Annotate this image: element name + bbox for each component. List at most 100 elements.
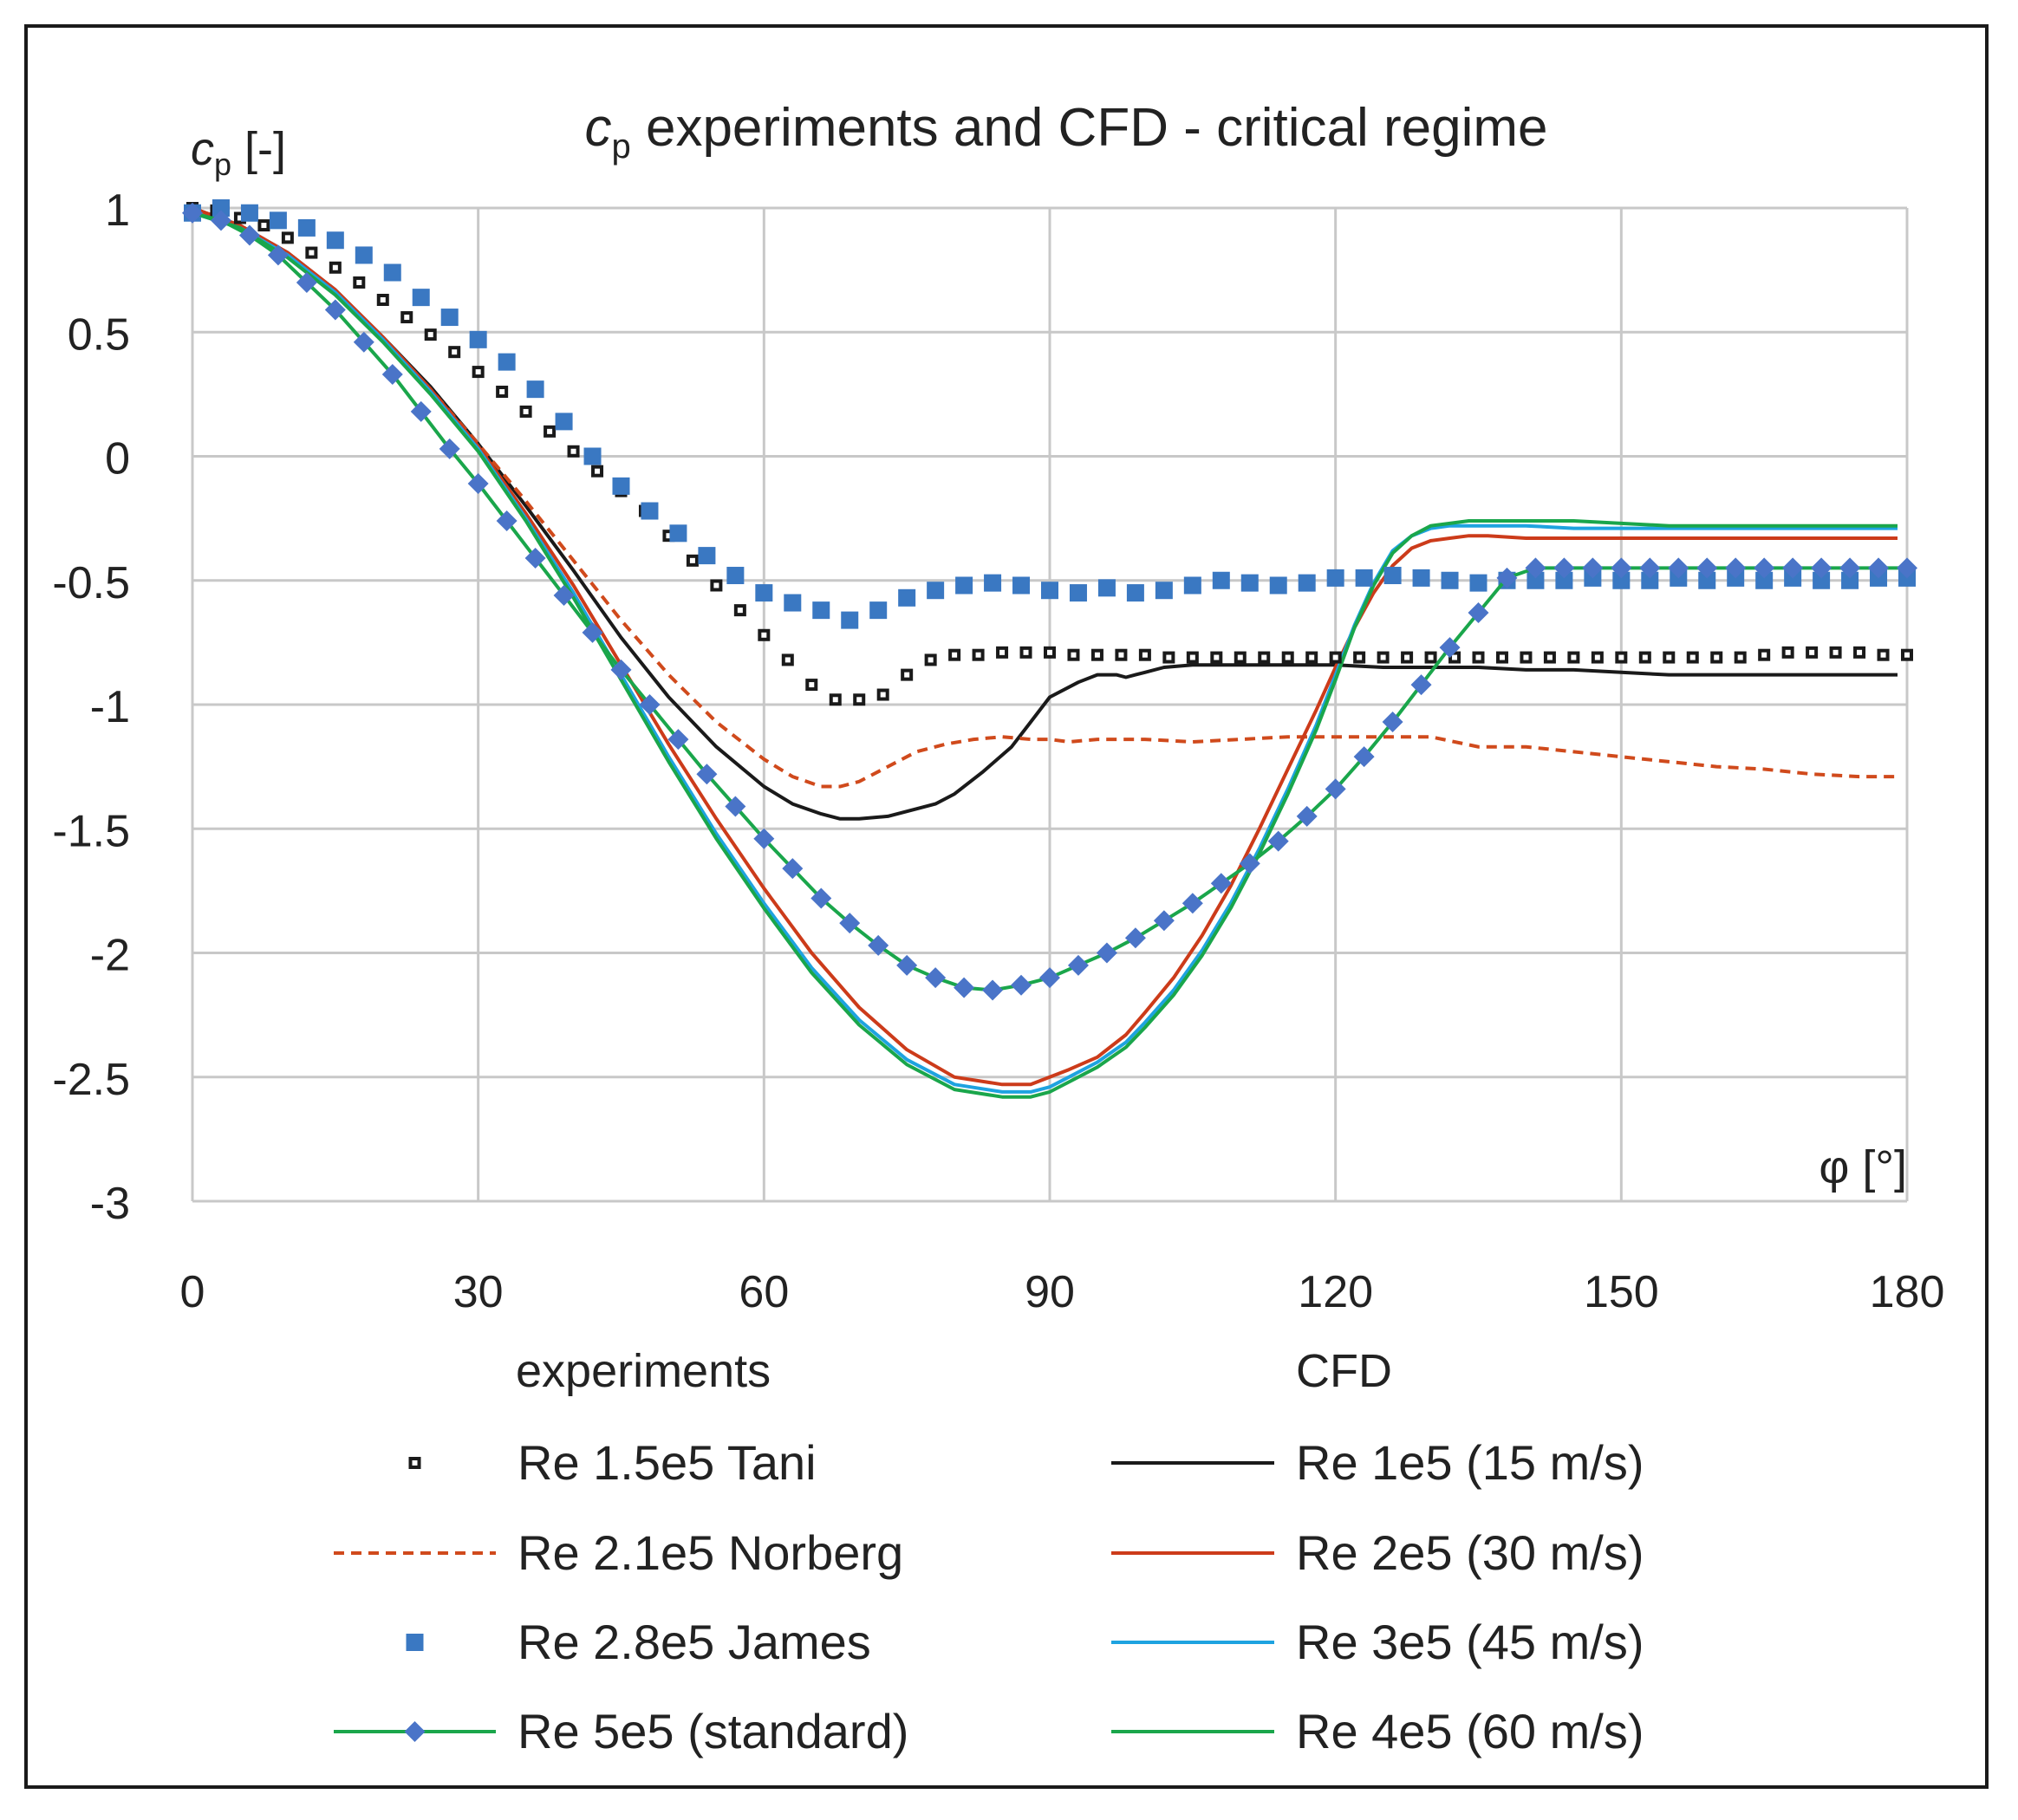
data-point: [1183, 576, 1201, 595]
y-tick-label: -1: [90, 682, 130, 732]
data-point: [1472, 651, 1485, 664]
legend-label: Re 1e5 (15 m/s): [1296, 1435, 1644, 1490]
figure-frame: [24, 24, 1989, 1789]
data-point: [758, 628, 771, 641]
data-point: [439, 438, 460, 459]
data-point: [839, 913, 861, 934]
series-line: [192, 206, 1898, 821]
data-point: [924, 653, 937, 666]
legend-label: Re 4e5 (60 m/s): [1296, 1704, 1644, 1758]
data-point: [876, 688, 889, 701]
data-point: [498, 353, 516, 371]
title-subscript: p: [611, 127, 630, 166]
data-point: [982, 979, 1004, 1001]
legend-item-re-4e5-60-m-s: Re 4e5 (60 m/s): [1111, 1704, 1644, 1758]
data-point: [1641, 571, 1659, 589]
series-line: [192, 206, 1898, 789]
data-point: [267, 244, 289, 266]
data-point: [1162, 651, 1175, 664]
data-point: [1240, 574, 1259, 592]
data-point: [955, 576, 973, 595]
data-point: [1668, 557, 1689, 579]
data-point: [755, 584, 773, 602]
data-point: [329, 261, 342, 274]
data-point: [412, 289, 430, 307]
data-point: [1155, 582, 1173, 600]
data-point: [1019, 646, 1032, 659]
data-point: [954, 977, 975, 998]
x-tick-label: 120: [1298, 1267, 1373, 1317]
data-point: [1039, 967, 1060, 989]
data-point: [726, 567, 745, 585]
data-point: [1754, 557, 1775, 579]
legend-item-re-5e5-standard: Re 5e5 (standard): [334, 1704, 908, 1758]
x-axis-label: φ [°]: [1819, 1141, 1907, 1193]
legend-item-re-2-1e5-norberg: Re 2.1e5 Norberg: [334, 1525, 903, 1580]
data-point: [1153, 910, 1175, 932]
data-point: [1829, 646, 1842, 659]
legend-label: Re 2e5 (30 m/s): [1296, 1525, 1644, 1580]
data-point: [472, 366, 485, 379]
y-tick-label: -3: [90, 1179, 130, 1229]
data-point: [1424, 651, 1437, 664]
data-point: [1355, 569, 1373, 587]
legend-group-title: experiments: [516, 1345, 771, 1397]
axes: 1 0.5 0 -0.5 -1 -1.5 -2 -2.5 -3 0 30 60 90 120 150 180: [52, 185, 1944, 1317]
data-point: [696, 764, 718, 785]
series-line: [192, 206, 1898, 1087]
legend-item-re-3e5-45-m-s: Re 3e5 (45 m/s): [1111, 1615, 1644, 1669]
data-point: [555, 413, 573, 431]
data-point: [782, 858, 804, 880]
y-tick-label: 0: [105, 434, 130, 484]
data-point: [297, 218, 316, 237]
data-point: [1639, 557, 1661, 579]
data-point: [324, 299, 346, 321]
data-point: [1401, 651, 1414, 664]
data-point: [1239, 853, 1260, 874]
legend-marker: [404, 1721, 426, 1742]
x-tick-label: 180: [1870, 1267, 1945, 1317]
data-point: [841, 611, 859, 629]
legend-item-re-1e5-15-m-s: Re 1e5 (15 m/s): [1111, 1435, 1644, 1490]
data-point: [667, 729, 689, 751]
data-point: [810, 887, 832, 909]
data-point: [1305, 651, 1318, 664]
data-point: [698, 547, 716, 565]
data-point: [1877, 648, 1890, 661]
data-point: [240, 204, 258, 222]
data-point: [1782, 557, 1804, 579]
series-re-2-8e5-james: [184, 199, 1916, 629]
data-point: [381, 363, 403, 385]
data-point: [1663, 651, 1676, 664]
data-point: [1210, 873, 1232, 894]
data-point: [1329, 651, 1342, 664]
data-point: [1210, 651, 1223, 664]
data-point: [1097, 579, 1116, 597]
data-point: [1069, 584, 1087, 602]
labels: cp experiments and CFD - critical regime…: [191, 98, 1907, 1193]
data-point: [896, 954, 918, 976]
data-point: [269, 211, 287, 230]
data-point: [1806, 646, 1819, 659]
legend-label: Re 2.1e5 Norberg: [518, 1525, 903, 1580]
data-point: [901, 668, 914, 681]
data-point: [1353, 746, 1375, 768]
y-tick-label: 1: [105, 185, 130, 236]
series-re-2e5-30-m-s: [192, 206, 1898, 1087]
data-point: [1686, 651, 1699, 664]
x-tick-label: 30: [453, 1267, 504, 1317]
x-tick-label: 60: [739, 1267, 789, 1317]
data-point: [1527, 571, 1545, 589]
data-point: [238, 224, 260, 246]
data-point: [182, 202, 203, 224]
legend-item-re-2-8e5-james: Re 2.8e5 James: [406, 1615, 871, 1669]
legend-marker: [408, 1457, 421, 1469]
data-point: [1410, 674, 1432, 696]
data-point: [1525, 557, 1546, 579]
series-re-2-1e5-norberg: [192, 206, 1898, 789]
y-tick-label: 0.5: [68, 309, 130, 360]
series-re-5e5-standard: [182, 202, 1917, 1001]
y-tick-label: -0.5: [52, 558, 130, 608]
data-point: [1638, 651, 1651, 664]
series-line: [192, 211, 1898, 1099]
